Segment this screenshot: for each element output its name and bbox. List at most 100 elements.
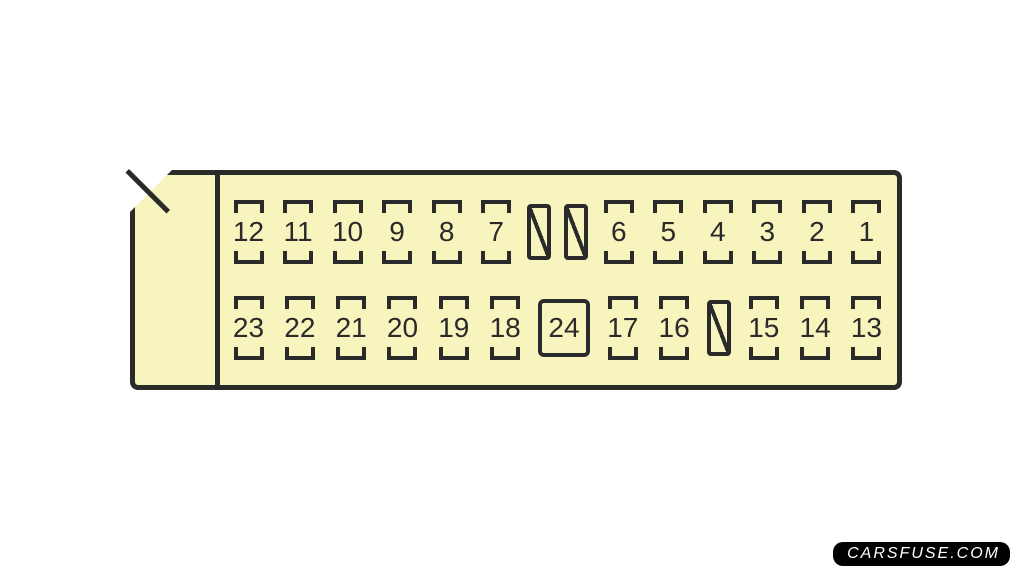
slot-bracket-top [608, 296, 638, 309]
slot-bracket-top [802, 200, 832, 213]
slot-area: 12 11 10 9 8 7 6 5 4 3 21 23 22 21 20 19 18 24 17 16 15 14 13 [230, 193, 885, 367]
fuse-number: 9 [389, 216, 405, 248]
fuse-slot: 5 [650, 200, 687, 264]
fuse-slot: 18 [487, 296, 524, 360]
slot-bracket-top [481, 200, 511, 213]
slot-bracket-top [749, 296, 779, 309]
slot-bracket-bottom [608, 347, 638, 360]
relay-slot-icon [564, 204, 588, 260]
slot-bracket-top [439, 296, 469, 309]
slot-bracket-bottom [703, 251, 733, 264]
fuse-slot: 4 [699, 200, 736, 264]
slot-bracket-top [234, 200, 264, 213]
slot-bracket-bottom [382, 251, 412, 264]
fuse-slot: 14 [797, 296, 834, 360]
fuse-row-top: 121110987654321 [230, 193, 885, 271]
slot-bracket-bottom [659, 347, 689, 360]
fuse-slot: 16 [656, 296, 693, 360]
fuse-slot: 17 [604, 296, 641, 360]
large-fuse-slot: 24 [538, 299, 590, 357]
fuse-number: 22 [284, 312, 315, 344]
fuse-slot: 3 [749, 200, 786, 264]
slot-bracket-top [851, 200, 881, 213]
fuse-slot: 6 [600, 200, 637, 264]
slot-bracket-top [752, 200, 782, 213]
slot-bracket-bottom [481, 251, 511, 264]
fuse-number: 18 [490, 312, 521, 344]
slot-bracket-bottom [283, 251, 313, 264]
fuse-slot: 10 [329, 200, 366, 264]
fuse-number: 15 [748, 312, 779, 344]
fuse-slot: 11 [280, 200, 317, 264]
slot-bracket-top [336, 296, 366, 309]
fuse-number: 20 [387, 312, 418, 344]
fuse-slot: 12 [230, 200, 267, 264]
slot-bracket-bottom [851, 251, 881, 264]
slot-bracket-bottom [285, 347, 315, 360]
fuse-row-bottom: 23 22 21 20 19 18 24 17 16 15 14 13 [230, 289, 885, 367]
slot-bracket-bottom [387, 347, 417, 360]
fuse-slot: 20 [384, 296, 421, 360]
fuse-number: 8 [439, 216, 455, 248]
slot-bracket-top [490, 296, 520, 309]
fuse-number: 12 [233, 216, 264, 248]
fuse-number: 4 [710, 216, 726, 248]
slot-bracket-top [333, 200, 363, 213]
fuse-slot: 13 [848, 296, 885, 360]
slot-bracket-top [800, 296, 830, 309]
slot-bracket-bottom [752, 251, 782, 264]
slot-bracket-bottom [432, 251, 462, 264]
fuse-slot: 8 [428, 200, 465, 264]
fuse-box-panel: 12 11 10 9 8 7 6 5 4 3 21 23 22 21 20 19 18 24 17 16 15 14 13 [130, 170, 902, 390]
fuse-slot: 7 [478, 200, 515, 264]
slot-bracket-bottom [749, 347, 779, 360]
relay-slot-icon [707, 300, 731, 356]
fuse-number: 17 [607, 312, 638, 344]
fuse-number: 19 [438, 312, 469, 344]
slot-bracket-bottom [234, 251, 264, 264]
watermark: CARSFUSE.COM [833, 542, 1010, 566]
fuse-number: 10 [332, 216, 363, 248]
fuse-number: 11 [283, 216, 312, 248]
relay-slot-icon [527, 204, 551, 260]
fuse-slot: 19 [435, 296, 472, 360]
fuse-number: 23 [233, 312, 264, 344]
slot-bracket-bottom [336, 347, 366, 360]
slot-bracket-top [851, 296, 881, 309]
slot-bracket-top [285, 296, 315, 309]
slot-bracket-bottom [653, 251, 683, 264]
panel-divider [215, 175, 220, 385]
fuse-number: 3 [760, 216, 776, 248]
fuse-number: 5 [660, 216, 676, 248]
fuse-number: 24 [548, 312, 579, 344]
fuse-slot: 1 [848, 200, 885, 264]
slot-bracket-top [382, 200, 412, 213]
slot-bracket-top [283, 200, 313, 213]
slot-bracket-top [234, 296, 264, 309]
slot-bracket-bottom [800, 347, 830, 360]
slot-bracket-bottom [851, 347, 881, 360]
fuse-slot: 9 [379, 200, 416, 264]
fuse-number: 21 [336, 312, 367, 344]
slot-bracket-top [604, 200, 634, 213]
slot-bracket-bottom [234, 347, 264, 360]
slot-bracket-bottom [490, 347, 520, 360]
slot-bracket-bottom [439, 347, 469, 360]
fuse-slot: 15 [745, 296, 782, 360]
fuse-number: 6 [611, 216, 627, 248]
fuse-slot: 22 [281, 296, 318, 360]
slot-bracket-bottom [802, 251, 832, 264]
slot-bracket-bottom [604, 251, 634, 264]
fuse-number: 1 [859, 216, 875, 248]
slot-bracket-bottom [333, 251, 363, 264]
slot-bracket-top [703, 200, 733, 213]
fuse-number: 13 [851, 312, 882, 344]
fuse-slot: 21 [333, 296, 370, 360]
slot-bracket-top [432, 200, 462, 213]
fuse-number: 16 [659, 312, 690, 344]
slot-bracket-top [387, 296, 417, 309]
slot-bracket-top [659, 296, 689, 309]
fuse-number: 7 [488, 216, 504, 248]
fuse-slot: 23 [230, 296, 267, 360]
slot-bracket-top [653, 200, 683, 213]
